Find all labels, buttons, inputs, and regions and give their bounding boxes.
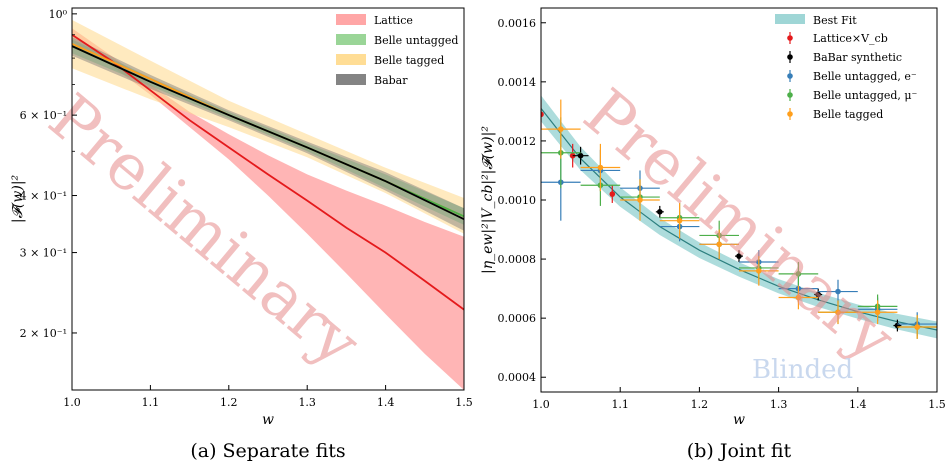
panel-joint-fit: Preliminary Blinded 1.0 1.1 1.2 1.3 1.4 1.5 0… bbox=[480, 7, 946, 462]
point-belle-tagged bbox=[795, 294, 802, 301]
x-axis-ticks-b: 1.0 1.1 1.2 1.3 1.4 1.5 bbox=[532, 387, 946, 411]
x-tick-label-b: 1.2 bbox=[691, 398, 709, 411]
legend-marker-lattice-v-cb bbox=[787, 35, 793, 41]
best-fit-band bbox=[541, 95, 937, 339]
point-belle-untagged bbox=[795, 271, 802, 277]
line-babar bbox=[72, 45, 464, 221]
point-belle-tagged bbox=[914, 324, 920, 330]
legend-marker-babar-synthetic bbox=[787, 54, 793, 60]
point-belle-tagged bbox=[637, 197, 643, 203]
x-axis-ticks-a: 1.0 1.1 1.2 1.3 1.4 1.5 bbox=[63, 385, 473, 409]
y-tick-label-b: 0.0004 bbox=[498, 371, 537, 384]
x-tick-label-a: 1.3 bbox=[298, 396, 316, 409]
legend-label-belle-untagged: Belle untagged bbox=[374, 34, 458, 47]
point-belle-tagged bbox=[558, 126, 564, 132]
y-tick-label-b: 0.0006 bbox=[498, 312, 537, 325]
x-tick-label-b: 1.3 bbox=[770, 398, 788, 411]
y-tick-label-b: 0.0008 bbox=[498, 253, 537, 266]
legend-label-belle-tagged: Belle tagged bbox=[374, 54, 444, 67]
legend-label-belle-untagged-e: Belle untagged, e⁻ bbox=[813, 70, 917, 83]
x-tick-label-b: 1.5 bbox=[928, 398, 946, 411]
x-tick-label-b: 1.1 bbox=[611, 398, 629, 411]
point-lattice-v-cb bbox=[609, 191, 616, 197]
band-babar bbox=[72, 37, 464, 231]
fit-line bbox=[541, 108, 937, 331]
legend-swatch-belle-tagged bbox=[336, 54, 366, 65]
point-belle-tagged bbox=[676, 217, 683, 224]
x-axis-label-b: w bbox=[733, 412, 745, 428]
x-tick-label-a: 1.1 bbox=[142, 396, 160, 409]
x-tick-label-b: 1.0 bbox=[532, 398, 550, 411]
point-babar-synthetic bbox=[736, 253, 742, 259]
y-tick-label-a: 4 × 10⁻¹ bbox=[20, 190, 67, 203]
y-tick-label-a: 6 × 10⁻¹ bbox=[20, 109, 67, 122]
legend-label-lattice-v-cb: Lattice×V_cb bbox=[813, 32, 888, 45]
separate-fits-lines bbox=[72, 34, 464, 311]
y-axis-label-b: |η_ew|²|V_cb|²|𝓕(w)|² bbox=[480, 126, 496, 274]
x-tick-label-a: 1.2 bbox=[220, 396, 238, 409]
y-tick-label-b: 0.0016 bbox=[498, 17, 537, 30]
blinded-annotation: Blinded bbox=[752, 355, 853, 385]
point-belle-tagged bbox=[756, 268, 762, 274]
legend-swatch-belle-untagged bbox=[336, 34, 366, 45]
point-lattice-v-cb bbox=[541, 111, 544, 118]
legend-swatch-babar bbox=[336, 74, 366, 85]
y-tick-label-a: 2 × 10⁻¹ bbox=[20, 327, 67, 340]
y-axis-ticks-a: 10⁰ 6 × 10⁻¹ 4 × 10⁻¹ 3 × 10⁻¹ 2 × 10⁻¹ bbox=[20, 8, 77, 340]
plot-frame-a bbox=[71, 7, 465, 391]
legend-a: Lattice Belle untagged Belle tagged Babar bbox=[336, 14, 458, 87]
y-axis-label-a: |𝓕(w)|² bbox=[10, 174, 26, 223]
point-belle-tagged bbox=[835, 309, 841, 316]
point-belle-tagged bbox=[597, 164, 604, 171]
legend-marker-belle-untagged bbox=[787, 92, 793, 98]
legend-label-babar-synthetic: BaBar synthetic bbox=[813, 51, 902, 64]
x-tick-label-a: 1.5 bbox=[455, 396, 473, 409]
y-tick-label-b: 0.0012 bbox=[498, 135, 537, 148]
point-belle-tagged bbox=[874, 309, 881, 316]
legend-marker-belle-tagged bbox=[787, 111, 793, 117]
legend-marker-belle-untagged-e bbox=[787, 73, 793, 79]
legend-swatch-best-fit bbox=[775, 14, 805, 24]
legend-swatch-lattice bbox=[336, 14, 366, 25]
y-tick-label-a: 3 × 10⁻¹ bbox=[20, 247, 67, 260]
caption-separate-fits: (a) Separate fits bbox=[190, 440, 345, 462]
point-belle-untagged-e bbox=[835, 288, 841, 295]
caption-joint-fit: (b) Joint fit bbox=[687, 440, 792, 462]
x-tick-label-a: 1.0 bbox=[63, 396, 81, 409]
legend-b: Best Fit Lattice×V_cb BaBar synthetic Belle… bbox=[775, 14, 918, 121]
fit-band bbox=[541, 95, 937, 339]
legend-label-belle-untagged: Belle untagged, μ⁻ bbox=[813, 89, 918, 102]
x-axis-label-a: w bbox=[262, 412, 274, 428]
x-tick-label-a: 1.4 bbox=[377, 396, 395, 409]
line-lattice bbox=[72, 34, 464, 311]
legend-label-best-fit: Best Fit bbox=[813, 14, 857, 27]
x-tick-label-b: 1.4 bbox=[849, 398, 867, 411]
y-tick-label-a: 10⁰ bbox=[49, 8, 68, 21]
y-tick-label-b: 0.0010 bbox=[498, 194, 537, 207]
legend-label-belle-tagged: Belle tagged bbox=[813, 108, 883, 121]
legend-label-lattice: Lattice bbox=[374, 14, 413, 27]
legend-label-babar: Babar bbox=[374, 74, 408, 87]
y-axis-ticks-b: 0.0004 0.0006 0.0008 0.0010 0.0012 0.0014 0.00… bbox=[498, 17, 546, 384]
joint-fit-data-points bbox=[541, 99, 937, 339]
point-babar-synthetic bbox=[577, 152, 584, 159]
point-babar-synthetic bbox=[657, 209, 663, 215]
point-babar-synthetic bbox=[815, 291, 821, 298]
y-tick-label-b: 0.0014 bbox=[498, 76, 537, 89]
band-belle-tagged bbox=[72, 19, 464, 234]
point-belle-tagged bbox=[716, 241, 722, 248]
